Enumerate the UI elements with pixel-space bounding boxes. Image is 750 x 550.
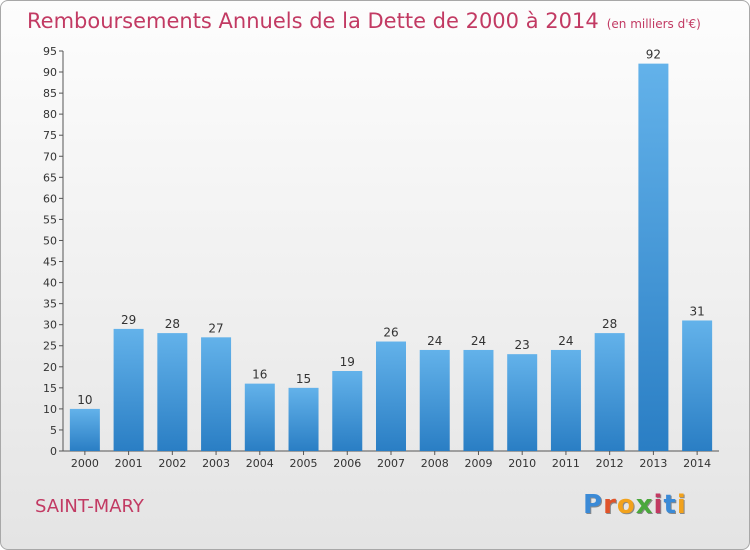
logo-letter: r [603,490,617,520]
bar-2010 [507,354,538,451]
data-label-2000: 10 [77,393,92,407]
y-tick-label: 35 [43,298,57,311]
y-tick-label: 40 [43,277,57,290]
y-tick-label: 20 [43,361,57,374]
x-tick-label-2010: 2010 [508,457,536,470]
bar-2004 [244,383,275,451]
data-label-2005: 15 [296,372,311,386]
x-tick-label-2008: 2008 [421,457,449,470]
data-label-2003: 27 [208,321,223,335]
y-tick-label: 25 [43,340,57,353]
bar-2001 [113,328,144,451]
bar-2011 [550,349,581,451]
logo-letter: i [676,490,687,520]
y-tick-label: 95 [43,45,57,58]
y-tick-label: 90 [43,66,57,79]
bar-2002 [157,333,188,451]
x-axis: 2000 2001 2002 2003 2004 2005 2006 2007 2008 2009… [63,450,719,470]
data-label-2013: 92 [646,48,661,62]
bar-2014 [682,320,713,451]
x-tick-label-2006: 2006 [333,457,361,470]
x-tick-label-2001: 2001 [115,457,143,470]
y-tick-label: 50 [43,234,57,247]
bar-2013 [638,63,669,451]
x-tick-label-2005: 2005 [290,457,318,470]
y-tick-label: 30 [43,319,57,332]
data-labels: 10 29 28 27 16 15 19 26 24 24 23 24 28 92 31 [77,48,705,407]
bar-2007 [376,341,406,451]
bar-2000 [69,408,100,451]
x-tick-label-2007: 2007 [377,457,405,470]
data-label-2009: 24 [471,334,486,348]
bar-2012 [594,333,625,451]
y-tick-label: 45 [43,256,57,269]
y-tick-label: 15 [43,382,57,395]
data-label-2002: 28 [165,317,180,331]
data-label-2007: 26 [383,326,398,340]
y-tick-label: 0 [50,445,57,458]
data-label-2004: 16 [252,368,267,382]
y-tick-label: 75 [43,129,57,142]
x-tick-label-2003: 2003 [202,457,230,470]
x-tick-label-2009: 2009 [464,457,492,470]
y-tick-label: 5 [50,424,57,437]
data-label-2010: 23 [515,338,530,352]
y-tick-label: 55 [43,213,57,226]
location-name: SAINT-MARY [35,496,144,517]
data-label-2011: 24 [558,334,573,348]
bar-2009 [463,349,494,451]
logo-letter: t [663,490,677,520]
data-label-2008: 24 [427,334,442,348]
x-tick-label-2011: 2011 [552,457,580,470]
title-text: Remboursements Annuels de la Dette de 20… [27,9,599,33]
x-tick-label-2000: 2000 [71,457,99,470]
x-tick-label-2013: 2013 [639,457,667,470]
proxiti-logo: Proxiti [583,490,687,520]
bars [69,63,713,451]
data-label-2006: 19 [340,355,355,369]
y-tick-label: 70 [43,150,57,163]
bar-2005 [288,387,319,451]
logo-letter: i [653,490,664,520]
bar-2008 [419,349,450,451]
y-tick-label: 10 [43,403,57,416]
bar-2003 [201,337,232,451]
title-unit: (en milliers d'€) [606,17,701,31]
logo-letter: x [635,490,654,520]
x-tick-label-2012: 2012 [596,457,624,470]
data-label-2012: 28 [602,317,617,331]
y-tick-label: 80 [43,108,57,121]
chart-title: Remboursements Annuels de la Dette de 20… [27,9,701,33]
logo-letter: P [583,490,604,520]
data-label-2014: 31 [689,304,704,318]
y-tick-label: 60 [43,192,57,205]
x-tick-label-2002: 2002 [158,457,186,470]
y-tick-label: 85 [43,87,57,100]
data-label-2001: 29 [121,313,136,327]
x-tick-label-2014: 2014 [683,457,711,470]
y-axis: 0 5 10 15 20 25 30 35 40 45 50 55 60 65 70 75 80 85 90 95 [43,45,64,458]
logo-letter: o [616,490,636,520]
bar-2006 [332,371,363,451]
y-tick-label: 65 [43,171,57,184]
x-tick-label-2004: 2004 [246,457,274,470]
